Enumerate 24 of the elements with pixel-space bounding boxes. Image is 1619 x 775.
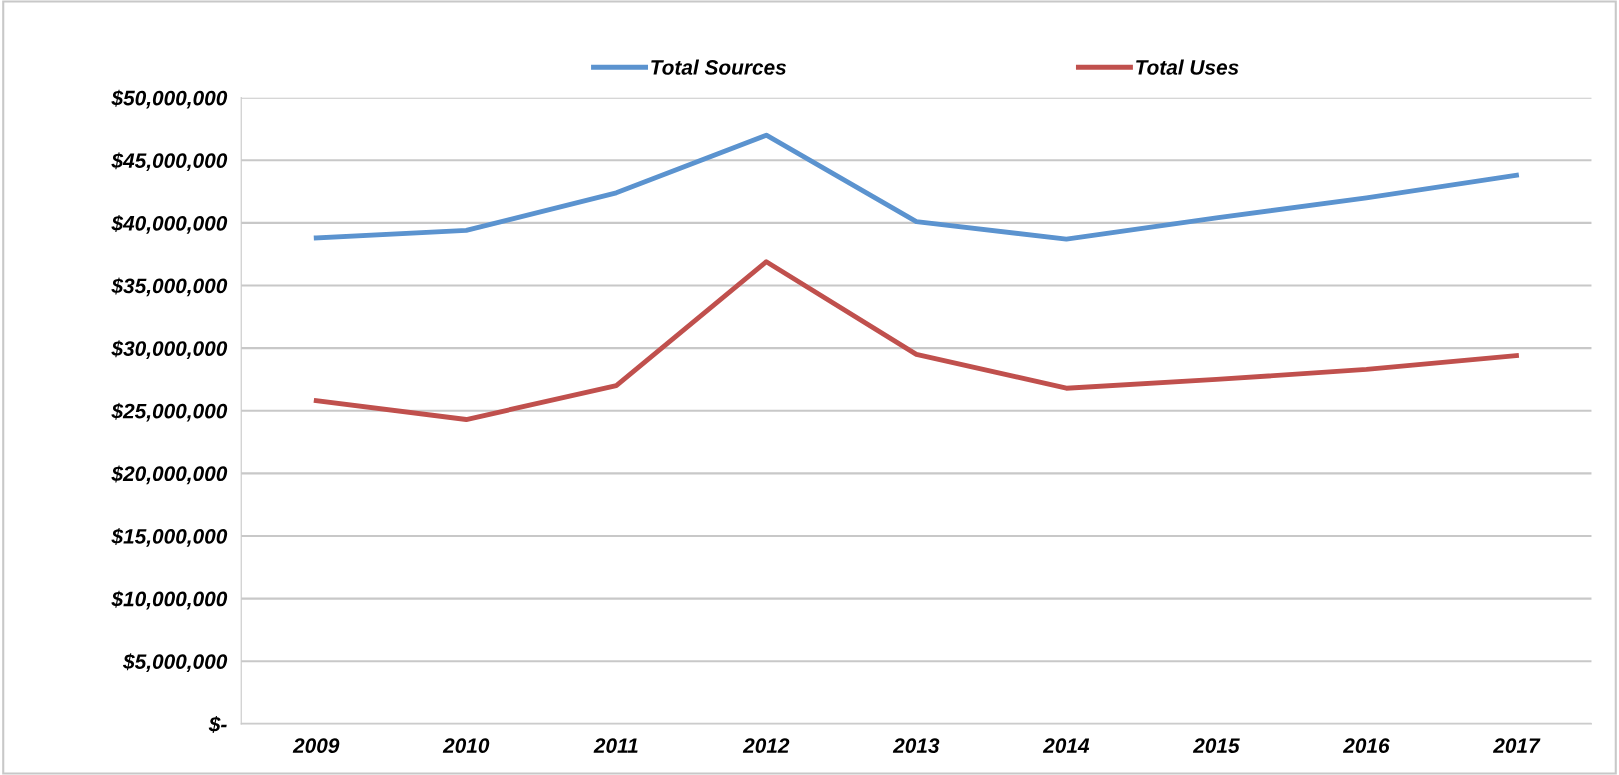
y-tick-label: $- (208, 715, 227, 733)
y-tick-label: $40,000,000 (111, 214, 228, 234)
y-tick-label: $35,000,000 (111, 277, 228, 297)
x-tick-label: 2014 (1042, 738, 1090, 754)
y-tick-label: $25,000,000 (111, 402, 228, 422)
x-tick-label: 2011 (593, 738, 638, 754)
line-series (313, 259, 1519, 422)
y-tick-label: $45,000,000 (111, 152, 228, 172)
y-tick-label: $15,000,000 (111, 528, 228, 547)
y-tick-label: $30,000,000 (111, 340, 228, 359)
x-tick-label: 2015 (1192, 738, 1240, 754)
legend-label: Total Uses (1136, 59, 1239, 75)
x-tick-label: 2012 (742, 738, 790, 754)
x-tick-label: 2016 (1342, 738, 1390, 754)
legend-label: Total Sources (651, 59, 787, 75)
line-series (313, 132, 1519, 242)
x-tick-label: 2010 (442, 738, 490, 754)
x-tick-label: 2009 (292, 738, 340, 754)
y-tick-label: $5,000,000 (122, 653, 228, 672)
x-tick-label: 2013 (892, 738, 940, 754)
x-tick-label: 2017 (1492, 738, 1541, 754)
y-tick-label: $50,000,000 (111, 89, 228, 109)
y-tick-label: $10,000,000 (111, 590, 228, 610)
y-tick-label: $20,000,000 (111, 465, 228, 485)
